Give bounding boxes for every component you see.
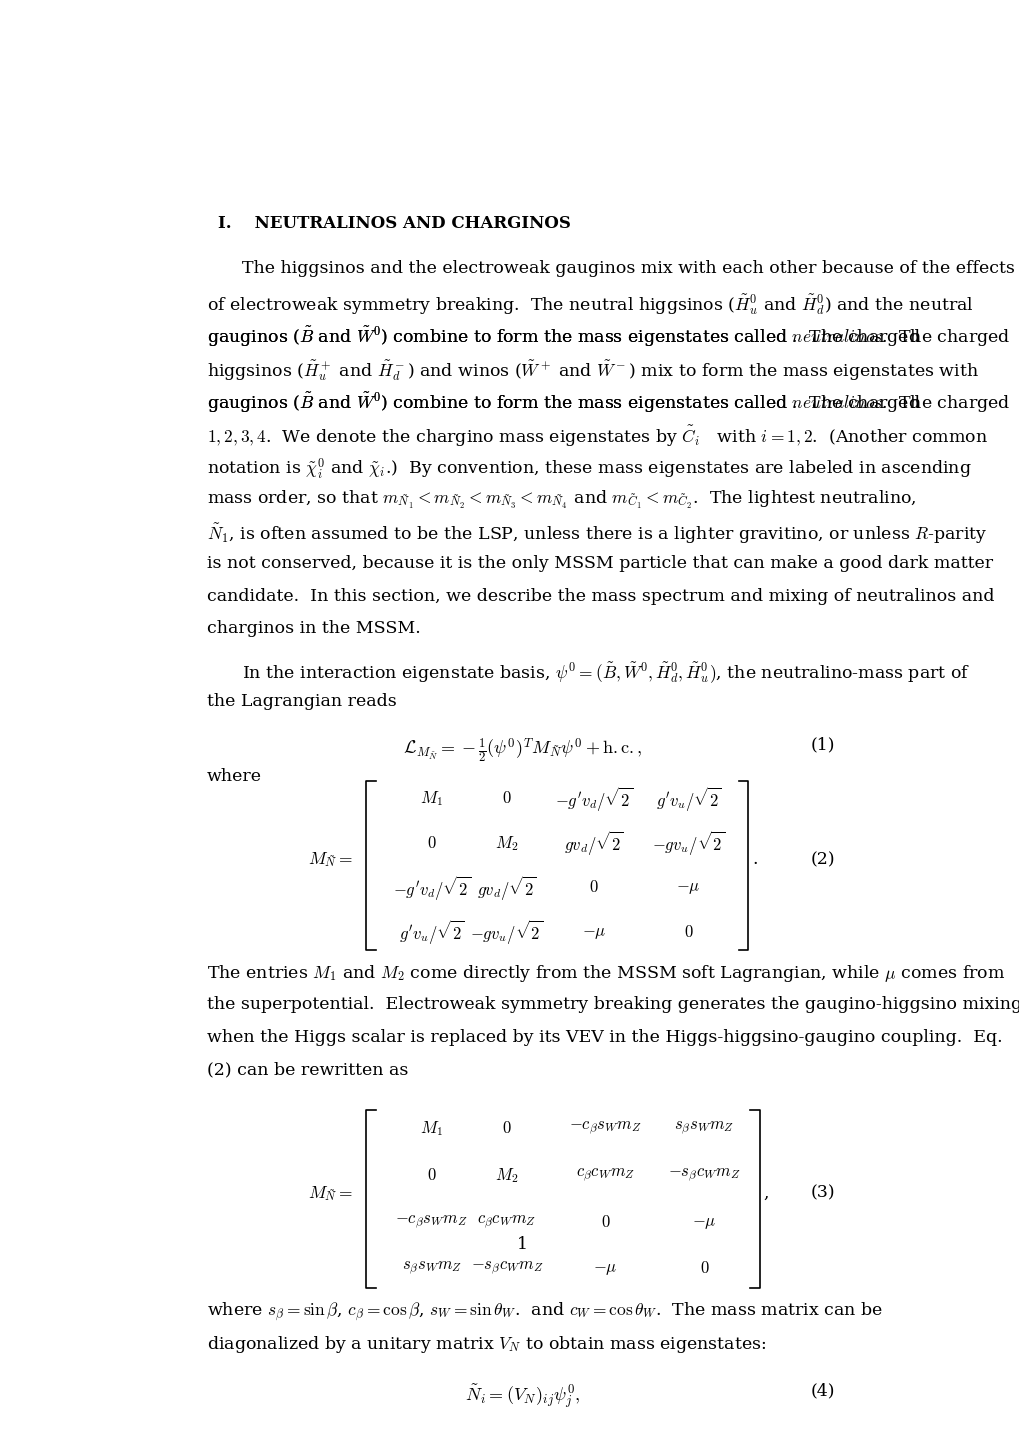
Text: gauginos ($\tilde{B}$ and $\tilde{W}^0$) combine to form the mass eigenstates ca: gauginos ($\tilde{B}$ and $\tilde{W}^0$)…: [206, 325, 1009, 349]
Text: $-c_\beta s_W m_Z$: $-c_\beta s_W m_Z$: [569, 1120, 642, 1137]
Text: $g'v_u/\sqrt{2}$: $g'v_u/\sqrt{2}$: [655, 785, 720, 812]
Text: $g'v_u/\sqrt{2}$: $g'v_u/\sqrt{2}$: [398, 918, 465, 947]
Text: $\tilde{N}_i = (V_N)_{ij}\psi_j^0,$: $\tilde{N}_i = (V_N)_{ij}\psi_j^0,$: [465, 1382, 580, 1410]
Text: when the Higgs scalar is replaced by its VEV in the Higgs-higgsino-gaugino coupl: when the Higgs scalar is replaced by its…: [206, 1029, 1002, 1046]
Text: gauginos ($\tilde{B}$ and $\tilde{W}^0$) combine to form the mass eigenstates ca: gauginos ($\tilde{B}$ and $\tilde{W}^0$)…: [206, 391, 919, 416]
Text: (3): (3): [809, 1185, 835, 1202]
Text: $0$: $0$: [589, 879, 598, 896]
Text: $1, 2, 3, 4$.  We denote the chargino mass eigenstates by $\tilde{C}_i$   with $: $1, 2, 3, 4$. We denote the chargino mas…: [206, 424, 986, 449]
Text: In the interaction eigenstate basis, $\psi^0 = (\tilde{B}, \tilde{W}^0, \tilde{H: In the interaction eigenstate basis, $\p…: [242, 659, 969, 684]
Text: $0$: $0$: [427, 834, 436, 851]
Text: diagonalized by a unitary matrix $V_N$ to obtain mass eigenstates:: diagonalized by a unitary matrix $V_N$ t…: [206, 1333, 765, 1355]
Text: the superpotential.  Electroweak symmetry breaking generates the gaugino-higgsin: the superpotential. Electroweak symmetry…: [206, 996, 1019, 1013]
Text: mass order, so that $m_{\tilde{N}_1} < m_{\tilde{N}_2} < m_{\tilde{N}_3} < m_{\t: mass order, so that $m_{\tilde{N}_1} < m…: [206, 489, 915, 511]
Text: of electroweak symmetry breaking.  The neutral higgsinos ($\tilde{H}_u^0$ and $\: of electroweak symmetry breaking. The ne…: [206, 293, 972, 317]
Text: $c_\beta c_W m_Z$: $c_\beta c_W m_Z$: [576, 1167, 635, 1185]
Text: $gv_d/\sqrt{2}$: $gv_d/\sqrt{2}$: [564, 830, 623, 857]
Text: candidate.  In this section, we describe the mass spectrum and mixing of neutral: candidate. In this section, we describe …: [206, 587, 994, 605]
Text: $\tilde{N}_1$, is often assumed to be the LSP, unless there is a lighter graviti: $\tilde{N}_1$, is often assumed to be th…: [206, 522, 986, 545]
Text: gauginos ($\tilde{B}$ and $\tilde{W}^0$) combine to form the mass eigenstates ca: gauginos ($\tilde{B}$ and $\tilde{W}^0$)…: [206, 325, 919, 349]
Text: the Lagrangian reads: the Lagrangian reads: [206, 693, 396, 710]
Text: higgsinos ($\tilde{H}_u^+$ and $\tilde{H}_d^-$) and winos ($\tilde{W}^+$ and $\t: higgsinos ($\tilde{H}_u^+$ and $\tilde{H…: [206, 358, 977, 382]
Text: (1): (1): [810, 736, 835, 753]
Text: $-\mu$: $-\mu$: [581, 924, 605, 941]
Text: $M_{\tilde{N}} =$: $M_{\tilde{N}} =$: [307, 1183, 353, 1202]
Text: $-gv_u/\sqrt{2}$: $-gv_u/\sqrt{2}$: [470, 918, 543, 947]
Text: notation is $\tilde{\chi}_i^0$ and $\tilde{\chi}_i$.)  By convention, these mass: notation is $\tilde{\chi}_i^0$ and $\til…: [206, 456, 970, 481]
Text: .: .: [751, 851, 757, 869]
Text: $M_2$: $M_2$: [495, 1166, 518, 1185]
Text: $M_1$: $M_1$: [420, 1120, 443, 1139]
Text: The higgsinos and the electroweak gauginos mix with each other because of the ef: The higgsinos and the electroweak gaugin…: [242, 260, 1014, 277]
Text: gauginos ($\tilde{B}$ and $\tilde{W}^0$) combine to form the mass eigenstates ca: gauginos ($\tilde{B}$ and $\tilde{W}^0$)…: [206, 391, 1009, 416]
Text: $\mathcal{L}_{M_{\tilde{N}}} = -\frac{1}{2}(\psi^0)^T M_{\tilde{N}} \psi^0 + \ma: $\mathcal{L}_{M_{\tilde{N}}} = -\frac{1}…: [403, 736, 642, 765]
Text: $0$: $0$: [501, 791, 512, 807]
Text: $-g'v_d/\sqrt{2}$: $-g'v_d/\sqrt{2}$: [392, 873, 471, 902]
Text: $0$: $0$: [427, 1167, 436, 1183]
Text: 1: 1: [517, 1237, 528, 1253]
Text: $-c_\beta s_W m_Z$: $-c_\beta s_W m_Z$: [395, 1214, 468, 1231]
Text: $-gv_u/\sqrt{2}$: $-gv_u/\sqrt{2}$: [651, 830, 725, 857]
Text: ,: ,: [763, 1185, 768, 1202]
Text: $0$: $0$: [600, 1214, 610, 1231]
Text: $-s_\beta c_W m_Z$: $-s_\beta c_W m_Z$: [667, 1167, 740, 1185]
Text: $-g'v_d/\sqrt{2}$: $-g'v_d/\sqrt{2}$: [554, 785, 632, 812]
Text: $s_\beta s_W m_Z$: $s_\beta s_W m_Z$: [674, 1120, 734, 1137]
Text: $-\mu$: $-\mu$: [692, 1214, 716, 1231]
Text: charginos in the MSSM.: charginos in the MSSM.: [206, 620, 420, 638]
Text: $0$: $0$: [699, 1260, 708, 1277]
Text: (2) can be rewritten as: (2) can be rewritten as: [206, 1062, 408, 1078]
Text: $c_\beta c_W m_Z$: $c_\beta c_W m_Z$: [477, 1214, 536, 1231]
Text: $M_2$: $M_2$: [495, 834, 518, 853]
Text: where: where: [206, 768, 261, 785]
Text: $gv_d/\sqrt{2}$: $gv_d/\sqrt{2}$: [477, 873, 536, 902]
Text: is not conserved, because it is the only MSSM particle that can make a good dark: is not conserved, because it is the only…: [206, 554, 991, 571]
Text: The entries $M_1$ and $M_2$ come directly from the MSSM soft Lagrangian, while $: The entries $M_1$ and $M_2$ come directl…: [206, 962, 1004, 984]
Text: where $s_\beta = \sin\beta$, $c_\beta = \cos\beta$, $s_W = \sin\theta_W$.  and $: where $s_\beta = \sin\beta$, $c_\beta = …: [206, 1302, 881, 1325]
Text: $M_{\tilde{N}} =$: $M_{\tilde{N}} =$: [307, 850, 353, 869]
Text: (2): (2): [809, 851, 835, 869]
Text: $-\mu$: $-\mu$: [593, 1260, 618, 1277]
Text: I.    NEUTRALINOS AND CHARGINOS: I. NEUTRALINOS AND CHARGINOS: [218, 215, 571, 232]
Text: (4): (4): [810, 1382, 835, 1400]
Text: $-s_\beta c_W m_Z$: $-s_\beta c_W m_Z$: [470, 1260, 543, 1277]
Text: $-\mu$: $-\mu$: [676, 879, 700, 896]
Text: $s_\beta s_W m_Z$: $s_\beta s_W m_Z$: [401, 1260, 462, 1277]
Text: $0$: $0$: [501, 1120, 512, 1137]
Text: $M_1$: $M_1$: [420, 789, 443, 808]
Text: $0$: $0$: [684, 924, 693, 941]
